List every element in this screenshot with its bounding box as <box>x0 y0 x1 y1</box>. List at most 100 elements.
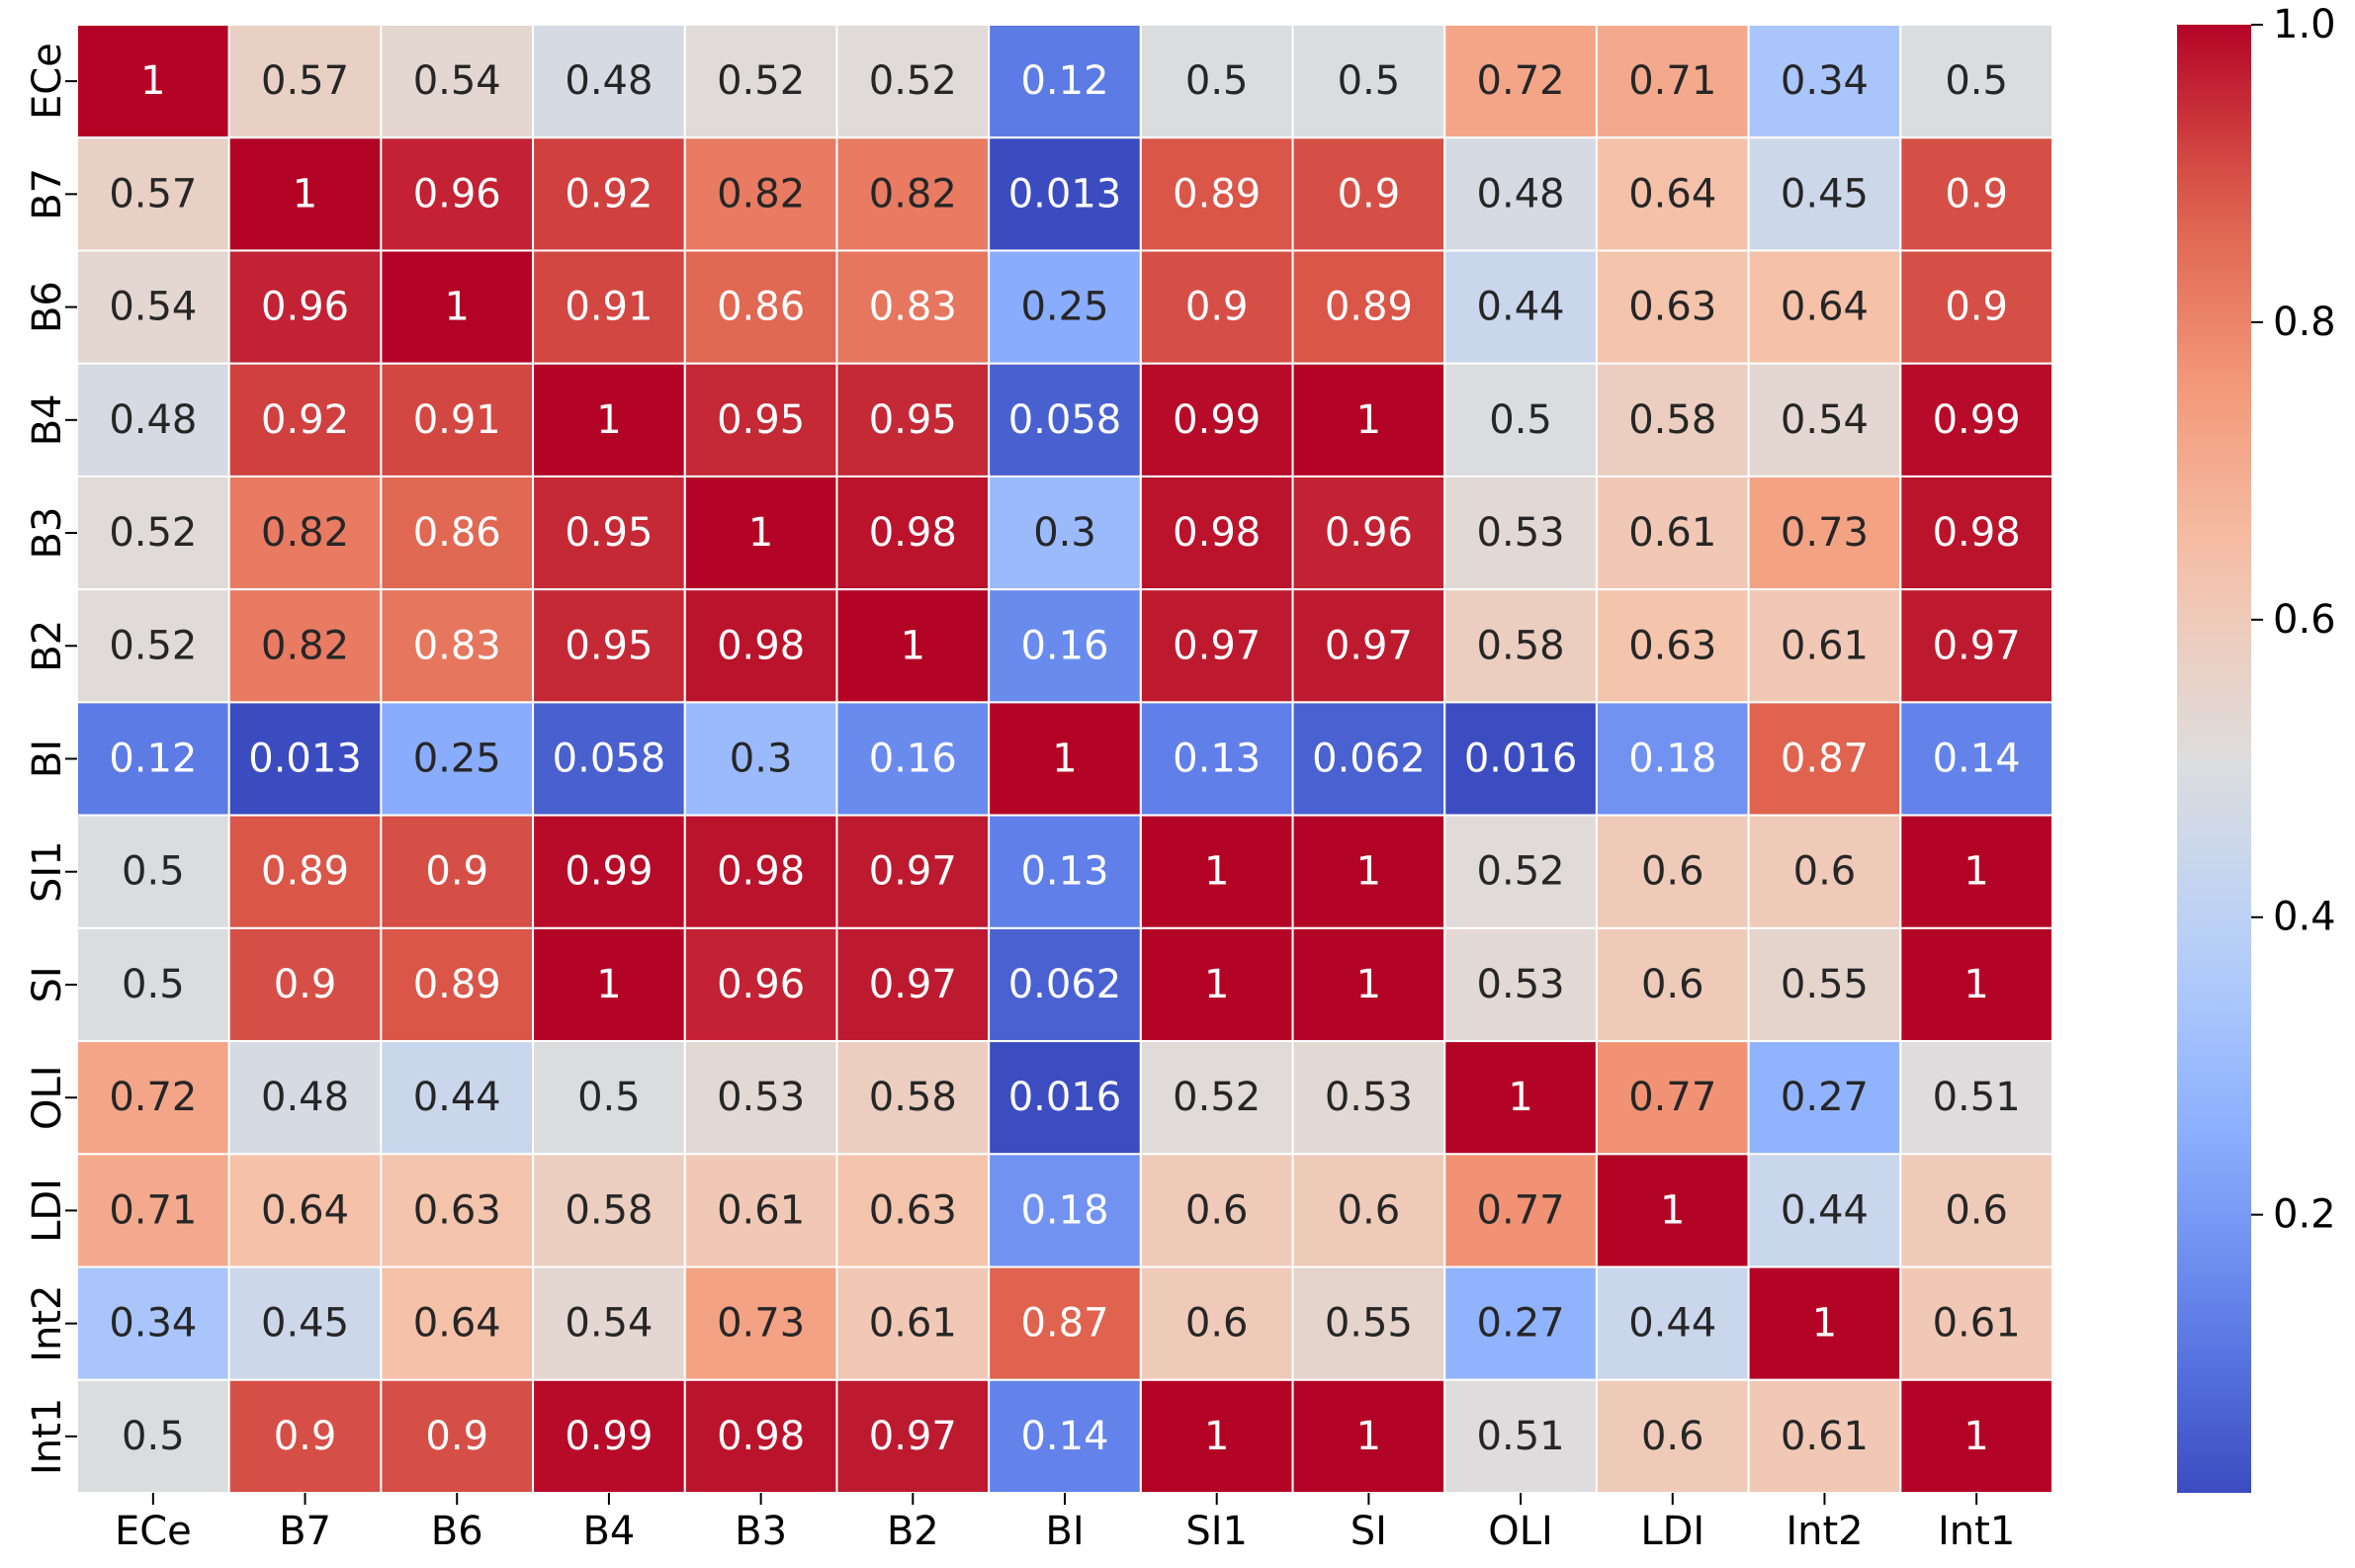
cell-value-label-B2-SI: 0.97 <box>1325 623 1413 668</box>
heatmap-cell-OLI-Int1 <box>1899 1040 2054 1156</box>
cell-value-label-B3-B4: 0.95 <box>565 510 653 556</box>
cell-value-label-B4-SI1: 0.99 <box>1173 397 1261 443</box>
heatmap-cell-ECe-ECe <box>76 24 230 139</box>
x-axis: ECe B7 B6 B4 B3 B2 BI SI1 SI OLI LDI Int2 Int1 <box>115 1493 2015 1554</box>
cell-value-label-B2-ECe: 0.52 <box>109 623 197 668</box>
heatmap-cell-B7-SI <box>1291 136 1446 252</box>
cell-value-label-B6-B4: 0.91 <box>565 285 653 330</box>
cell-value-label-B6-SI: 0.89 <box>1325 285 1413 330</box>
heatmap-cell-SI-SI1 <box>1139 926 1294 1043</box>
cell-value-label-BI-B7: 0.013 <box>248 737 362 782</box>
cell-value-label-ECe-Int1: 0.5 <box>1945 58 2008 104</box>
heatmap-cell-B7-ECe <box>76 136 230 252</box>
cell-value-label-B7-ECe: 0.57 <box>109 171 197 217</box>
cell-value-label-LDI-B7: 0.64 <box>261 1187 349 1233</box>
heatmap-cell-SI1-SI <box>1291 814 1446 929</box>
cell-value-label-BI-B3: 0.3 <box>730 737 793 782</box>
heatmap-cell-B6-B6 <box>380 249 535 365</box>
cell-value-label-B4-Int2: 0.54 <box>1781 397 1869 443</box>
cell-value-label-BI-Int1: 0.14 <box>1933 737 2021 782</box>
heatmap-cell-B4-ECe <box>76 362 230 478</box>
heatmap-cell-SI-SI <box>1291 926 1446 1043</box>
cell-value-label-OLI-B6: 0.44 <box>413 1075 501 1120</box>
y-tick-label-OLI: OLI <box>25 1065 70 1130</box>
heatmap-cell-SI1-BI <box>988 814 1142 929</box>
cell-value-label-Int1-LDI: 0.6 <box>1641 1414 1704 1459</box>
cell-value-label-Int2-Int2: 1 <box>1812 1301 1837 1347</box>
heatmap-cell-B4-B6 <box>380 362 535 478</box>
cell-value-label-ECe-LDI: 0.71 <box>1628 58 1716 104</box>
cell-value-label-B6-OLI: 0.44 <box>1477 285 1565 330</box>
cell-value-label-B4-OLI: 0.5 <box>1489 397 1552 443</box>
heatmap-cell-B3-B7 <box>227 475 383 591</box>
cell-value-label-B3-LDI: 0.61 <box>1628 510 1716 556</box>
heatmap-cell-Int1-B3 <box>683 1378 838 1495</box>
cell-value-label-B4-BI: 0.058 <box>1008 397 1122 443</box>
heatmap-cell-B4-Int1 <box>1899 362 2054 478</box>
y-tick-label-SI: SI <box>25 966 70 1002</box>
heatmap-cell-Int2-SI <box>1291 1265 1446 1381</box>
cell-value-label-OLI-Int1: 0.51 <box>1933 1075 2021 1120</box>
heatmap-cell-Int2-B6 <box>380 1265 535 1381</box>
cell-value-label-ECe-B3: 0.52 <box>717 58 805 104</box>
x-tick-label-OLI: OLI <box>1488 1509 1553 1554</box>
heatmap-cell-Int2-Int2 <box>1747 1265 1902 1381</box>
cell-value-label-BI-B6: 0.25 <box>413 737 501 782</box>
heatmap-cell-B3-BI <box>988 475 1142 591</box>
heatmap-cell-Int2-Int1 <box>1899 1265 2054 1381</box>
cell-value-label-Int1-B4: 0.99 <box>565 1414 653 1459</box>
heatmap-cell-B4-B2 <box>835 362 991 478</box>
heatmap-cell-Int1-BI <box>988 1378 1142 1495</box>
heatmap-cell-ECe-SI1 <box>1139 24 1294 139</box>
cell-value-label-B3-OLI: 0.53 <box>1477 510 1565 556</box>
heatmap-cell-B2-B4 <box>532 588 686 704</box>
heatmap-cell-B6-Int1 <box>1899 249 2054 365</box>
heatmap-cell-B3-B4 <box>532 475 686 591</box>
cell-value-label-SI-Int2: 0.55 <box>1781 962 1869 1007</box>
cell-value-label-B7-B2: 0.82 <box>869 171 957 217</box>
cell-value-label-BI-OLI: 0.016 <box>1464 737 1578 782</box>
cell-value-label-LDI-SI1: 0.6 <box>1185 1187 1249 1233</box>
cell-value-label-ECe-B2: 0.52 <box>869 58 957 104</box>
cell-value-label-B4-B2: 0.95 <box>869 397 957 443</box>
cell-value-label-Int2-BI: 0.87 <box>1020 1301 1108 1347</box>
heatmap-cell-B3-Int1 <box>1899 475 2054 591</box>
cell-value-label-OLI-SI1: 0.52 <box>1173 1075 1261 1120</box>
cell-value-label-OLI-B3: 0.53 <box>717 1075 805 1120</box>
x-tick-label-ECe: ECe <box>115 1509 192 1554</box>
colorbar-tick-label-0.4: 0.4 <box>2273 895 2336 940</box>
heatmap-cell-B2-BI <box>988 588 1142 704</box>
heatmap-cell-B2-Int2 <box>1747 588 1902 704</box>
cell-value-label-BI-B4: 0.058 <box>553 737 666 782</box>
cell-value-label-SI1-B2: 0.97 <box>869 849 957 895</box>
heatmap-cell-B4-B4 <box>532 362 686 478</box>
cell-value-label-ECe-ECe: 1 <box>140 58 165 104</box>
heatmap-cell-OLI-B6 <box>380 1040 535 1156</box>
cell-value-label-B7-Int2: 0.45 <box>1781 171 1869 217</box>
cell-value-label-SI-OLI: 0.53 <box>1477 962 1565 1007</box>
heatmap-cell-B4-BI <box>988 362 1142 478</box>
heatmap-cell-Int1-Int2 <box>1747 1378 1902 1495</box>
y-tick-label-B2: B2 <box>25 620 70 672</box>
heatmap-cell-B6-ECe <box>76 249 230 365</box>
cell-value-label-B3-ECe: 0.52 <box>109 510 197 556</box>
y-tick-label-Int1: Int1 <box>25 1398 70 1475</box>
cell-value-label-B6-LDI: 0.63 <box>1628 285 1716 330</box>
cell-value-label-LDI-SI: 0.6 <box>1338 1187 1401 1233</box>
heatmap-cell-Int1-B2 <box>835 1378 991 1495</box>
heatmap-cell-B2-B3 <box>683 588 838 704</box>
heatmap-cell-Int1-ECe <box>76 1378 230 1495</box>
heatmap-cell-BI-SI <box>1291 701 1446 817</box>
heatmap-cell-B7-B3 <box>683 136 838 252</box>
heatmap-cell-LDI-SI1 <box>1139 1153 1294 1268</box>
cell-value-label-B2-Int2: 0.61 <box>1781 623 1869 668</box>
heatmap-cell-B4-OLI <box>1443 362 1598 478</box>
cell-value-label-B6-B3: 0.86 <box>717 285 805 330</box>
cell-value-label-BI-ECe: 0.12 <box>109 737 197 782</box>
cell-value-label-B2-B2: 1 <box>901 623 925 668</box>
heatmap-cell-OLI-B2 <box>835 1040 991 1156</box>
cell-value-label-LDI-ECe: 0.71 <box>109 1187 197 1233</box>
cell-value-label-B7-B7: 1 <box>293 171 317 217</box>
